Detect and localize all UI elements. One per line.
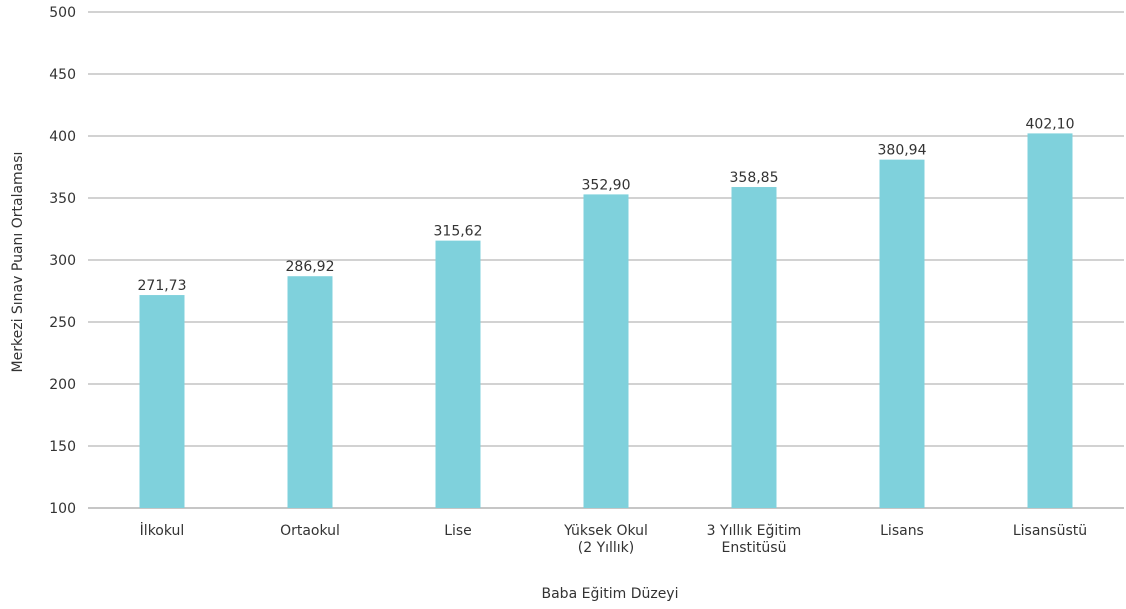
y-tick-labels: 100 150 200 250 300 350 400 450 500 bbox=[49, 5, 76, 517]
y-tick-label: 500 bbox=[49, 5, 76, 21]
y-tick-label: 250 bbox=[49, 315, 76, 331]
x-category-label: Lise bbox=[444, 523, 472, 539]
data-label: 271,73 bbox=[138, 278, 187, 294]
y-tick-label: 300 bbox=[49, 253, 76, 269]
y-tick-label: 150 bbox=[49, 439, 76, 455]
y-axis-title: Merkezi Sınav Puanı Ortalaması bbox=[10, 152, 26, 373]
y-tick-label: 400 bbox=[49, 129, 76, 145]
x-category-label: Lisans bbox=[880, 523, 924, 539]
x-category-label: Ortaokul bbox=[280, 523, 340, 539]
data-labels: 271,73 286,92 315,62 352,90 358,85 380,94 402,… bbox=[138, 116, 1075, 294]
x-axis-title: Baba Eğitim Düzeyi bbox=[542, 586, 679, 602]
y-tick-label: 100 bbox=[49, 501, 76, 517]
y-tick-label: 450 bbox=[49, 67, 76, 83]
bar bbox=[583, 194, 629, 509]
bar bbox=[287, 276, 333, 508]
data-label: 286,92 bbox=[286, 259, 335, 275]
data-label: 402,10 bbox=[1026, 116, 1075, 132]
bar bbox=[1027, 133, 1073, 508]
y-tick-label: 350 bbox=[49, 191, 76, 207]
x-category-label: Yüksek Okul (2 Yıllık) bbox=[563, 523, 648, 556]
data-label: 352,90 bbox=[582, 177, 631, 193]
data-label: 380,94 bbox=[878, 143, 927, 159]
y-tick-label: 200 bbox=[49, 377, 76, 393]
x-category-label: 3 Yıllık Eğitim Enstitüsü bbox=[707, 523, 802, 556]
x-category-label: Lisansüstü bbox=[1013, 523, 1087, 539]
x-category-label: İlkokul bbox=[140, 521, 185, 539]
data-label: 315,62 bbox=[434, 224, 483, 240]
bars bbox=[139, 133, 1073, 509]
bar bbox=[879, 159, 925, 508]
bar bbox=[731, 187, 777, 508]
bar bbox=[139, 295, 185, 508]
bar bbox=[435, 240, 481, 508]
x-category-labels: İlkokul Ortaokul Lise Yüksek Okul (2 Yıllık)… bbox=[140, 521, 1087, 556]
data-label: 358,85 bbox=[730, 170, 779, 186]
